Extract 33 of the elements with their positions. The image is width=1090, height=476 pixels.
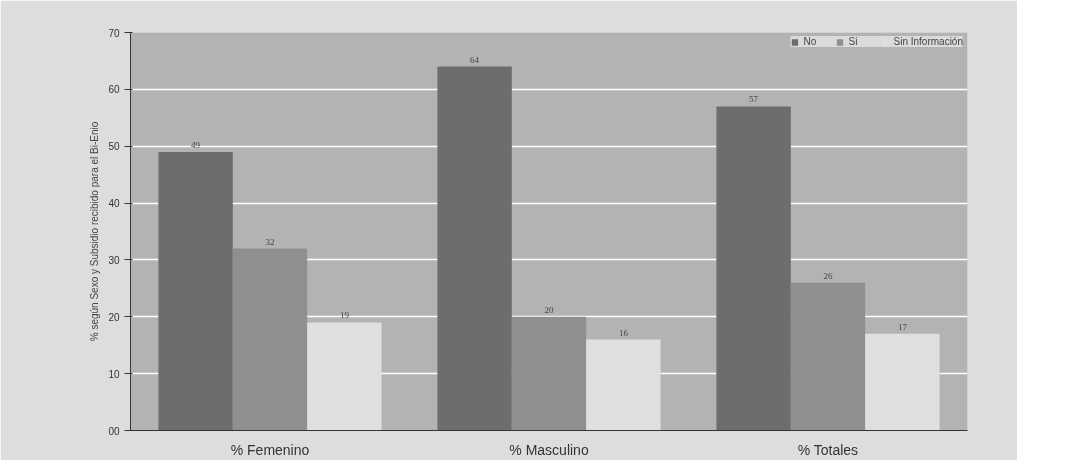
data-label: 26 [823, 270, 833, 281]
x-tick-label: % Masculino [509, 441, 589, 458]
data-label: 16 [618, 327, 629, 338]
y-axis-title: % según Sexo y Subsidio recibido para el Bi-Enio [89, 121, 101, 342]
bar [586, 339, 661, 431]
bar [716, 106, 791, 431]
y-tick-label: 30 [108, 254, 120, 266]
bar [865, 333, 940, 431]
y-tick-label: 40 [108, 198, 120, 210]
y-tick-label: 60 [108, 84, 120, 96]
y-tick-label: 00 [108, 425, 120, 437]
y-tick-label: 50 [108, 141, 120, 153]
y-tick-label: 70 [108, 27, 120, 39]
x-tick-label: % Femenino [230, 441, 310, 458]
bar [232, 248, 308, 431]
data-label: 49 [191, 139, 201, 150]
data-label: 17 [897, 321, 908, 332]
data-label: 19 [339, 310, 350, 321]
bar [307, 322, 382, 431]
data-label: 20 [544, 304, 554, 315]
bar [790, 282, 866, 431]
y-tick-label: 20 [108, 311, 120, 323]
data-label: 64 [470, 54, 480, 65]
legend-label: No [803, 36, 818, 47]
x-tick-label: % Totales [797, 441, 859, 458]
bar [437, 66, 512, 431]
bar [158, 151, 233, 431]
legend-label: Si [848, 36, 859, 47]
text: Sin Información [893, 36, 963, 47]
y-tick-label: 10 [108, 368, 120, 380]
data-label: 32 [265, 236, 275, 247]
data-label: 57 [749, 94, 759, 105]
bar [511, 316, 587, 431]
